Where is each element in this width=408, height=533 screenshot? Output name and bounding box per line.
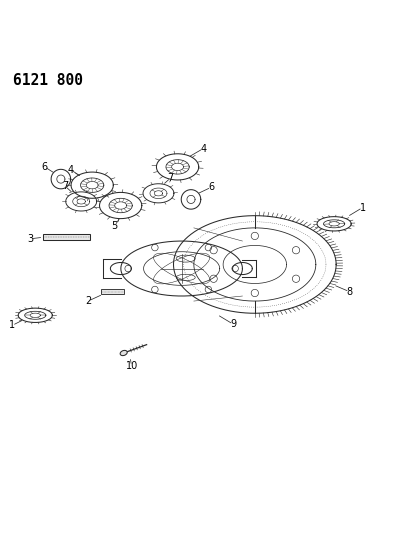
Ellipse shape — [120, 350, 127, 356]
Text: 1: 1 — [9, 320, 15, 330]
Text: 8: 8 — [346, 287, 353, 297]
Text: 6121 800: 6121 800 — [13, 74, 83, 88]
Text: 3: 3 — [27, 234, 33, 244]
Text: 9: 9 — [230, 319, 236, 329]
Text: 6: 6 — [42, 162, 48, 172]
Text: 7: 7 — [168, 173, 174, 183]
Text: 2: 2 — [85, 296, 91, 306]
Text: 1: 1 — [359, 203, 366, 213]
Text: 7: 7 — [62, 181, 68, 191]
Polygon shape — [43, 234, 90, 240]
Text: 4: 4 — [68, 165, 74, 175]
Text: 6: 6 — [208, 182, 214, 192]
Text: 10: 10 — [126, 361, 138, 371]
Text: 5: 5 — [111, 221, 118, 231]
Polygon shape — [101, 289, 124, 294]
Text: 4: 4 — [200, 143, 206, 154]
